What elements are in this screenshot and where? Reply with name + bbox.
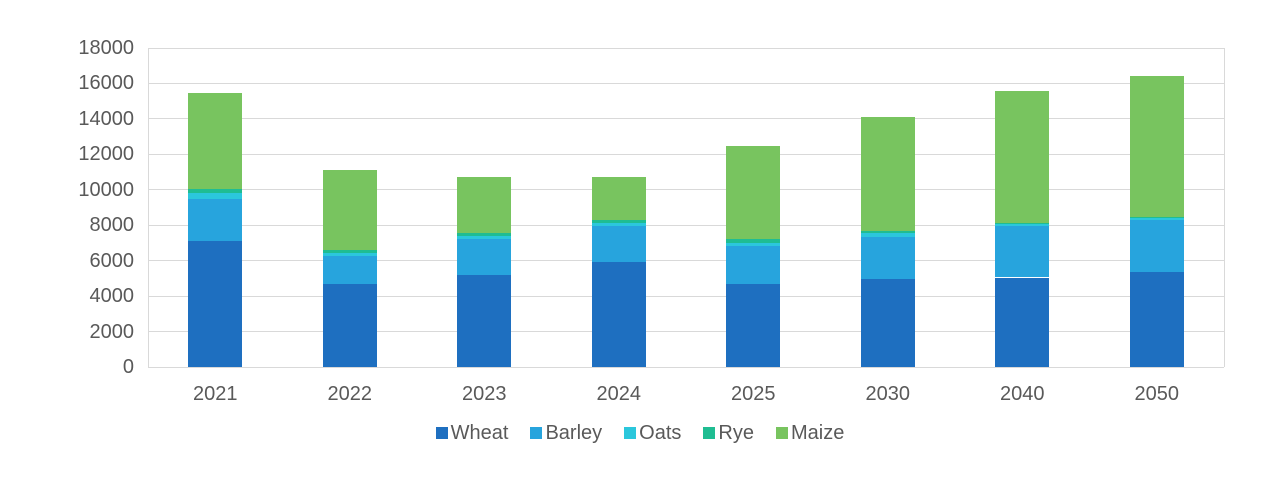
bar-segment-maize-2021: [188, 93, 243, 189]
bar-segment-barley-2025: [726, 246, 781, 284]
bar-segment-wheat-2050: [1129, 272, 1184, 367]
y-axis-tick-label-18000: 18000: [78, 37, 134, 59]
y-axis-tick-label-2000: 2000: [89, 320, 135, 343]
legend-item-wheat: Wheat: [435, 422, 509, 444]
x-axis-tick-label-2025: 2025: [731, 383, 776, 405]
plot-right-border: [1223, 48, 1225, 367]
legend-item-oats: Oats: [624, 423, 681, 443]
gridline-18000: [148, 47, 1224, 49]
legend-label-wheat: Wheat: [450, 422, 509, 444]
bar-segment-maize-2040: [995, 90, 1050, 224]
gridline-2000: [148, 331, 1224, 333]
bar-segment-barley-2021: [188, 198, 243, 242]
x-axis-tick-label-2030: 2030: [865, 383, 911, 405]
bar-segment-oats-2023: [457, 235, 512, 240]
bar-segment-oats-2050: [1129, 218, 1184, 220]
gridline-6000: [148, 260, 1224, 262]
y-axis-tick-label-8000: 8000: [89, 214, 135, 237]
bar-segment-wheat-2024: [591, 262, 646, 367]
bar-segment-barley-2022: [322, 256, 377, 284]
y-axis-tick-label-14000: 14000: [78, 107, 134, 130]
bar-segment-rye-2024: [591, 219, 646, 223]
bar-segment-rye-2040: [995, 223, 1050, 225]
bar-segment-wheat-2025: [726, 283, 781, 367]
bar-segment-maize-2030: [860, 117, 915, 231]
bar-segment-maize-2023: [457, 177, 512, 234]
legend-item-rye: Rye: [703, 423, 754, 443]
x-axis-tick-label-2050: 2050: [1134, 383, 1180, 405]
legend-swatch-wheat: [435, 427, 448, 439]
bar-segment-barley-2030: [860, 236, 915, 280]
y-axis-tick-label-12000: 12000: [78, 143, 134, 166]
bar-segment-rye-2023: [457, 233, 512, 236]
bar-segment-rye-2022: [322, 250, 377, 253]
legend-swatch-barley: [530, 427, 543, 439]
y-axis-tick-label-6000: 6000: [89, 249, 135, 272]
gridline-10000: [148, 189, 1224, 191]
gridline-8000: [148, 224, 1224, 226]
bar-segment-wheat-2021: [188, 241, 243, 367]
bar-segment-wheat-2023: [457, 274, 512, 367]
legend-label-barley: Barley: [545, 422, 603, 444]
bar-segment-oats-2022: [322, 252, 377, 257]
x-axis-tick-label-2024: 2024: [596, 383, 642, 405]
legend-swatch-maize: [775, 427, 788, 439]
bar-segment-rye-2025: [726, 239, 781, 243]
legend-swatch-rye: [703, 427, 716, 439]
y-axis-tick-label-10000: 10000: [78, 178, 134, 201]
bar-segment-rye-2050: [1129, 217, 1184, 219]
legend-label-rye: Rye: [718, 422, 754, 444]
bar-segment-rye-2030: [860, 230, 915, 234]
bar-segment-maize-2050: [1129, 76, 1184, 218]
y-axis-tick-label-16000: 16000: [78, 72, 134, 95]
gridline-0: [148, 366, 1224, 368]
bar-segment-oats-2025: [726, 242, 781, 247]
gridline-16000: [148, 82, 1224, 84]
bar-segment-rye-2021: [188, 188, 243, 194]
bar-segment-wheat-2040: [995, 277, 1050, 367]
x-axis-tick-label-2023: 2023: [462, 383, 507, 405]
legend-label-oats: Oats: [639, 422, 682, 444]
bar-segment-oats-2030: [860, 233, 915, 237]
chart-legend: Wheat Barley Oats Rye Maize: [0, 423, 1280, 443]
legend-label-maize: Maize: [790, 422, 845, 444]
y-axis-line: [147, 48, 149, 367]
bar-segment-wheat-2030: [860, 279, 915, 367]
bar-segment-maize-2022: [322, 170, 377, 251]
legend-swatch-oats: [624, 427, 637, 439]
bar-segment-barley-2023: [457, 239, 512, 275]
gridline-14000: [148, 118, 1224, 120]
legend-item-maize: Maize: [775, 422, 845, 444]
y-axis-tick-label-0: 0: [122, 356, 134, 378]
bar-segment-barley-2040: [995, 226, 1050, 278]
bar-segment-barley-2024: [591, 226, 646, 263]
x-axis-tick-label-2040: 2040: [1000, 383, 1045, 405]
gridline-4000: [148, 295, 1224, 297]
x-axis-tick-label-2021: 2021: [193, 383, 238, 405]
bar-segment-maize-2024: [591, 177, 646, 220]
legend-item-barley: Barley: [530, 423, 602, 443]
bar-segment-oats-2040: [995, 224, 1050, 227]
x-axis-tick-label-2022: 2022: [327, 383, 373, 405]
y-axis-tick-label-4000: 4000: [89, 285, 135, 308]
gridline-12000: [148, 153, 1224, 155]
bar-segment-barley-2050: [1129, 219, 1184, 273]
bar-segment-wheat-2022: [322, 283, 377, 367]
bar-segment-oats-2024: [591, 222, 646, 227]
bar-segment-oats-2021: [188, 193, 243, 199]
bar-segment-maize-2025: [726, 146, 781, 240]
